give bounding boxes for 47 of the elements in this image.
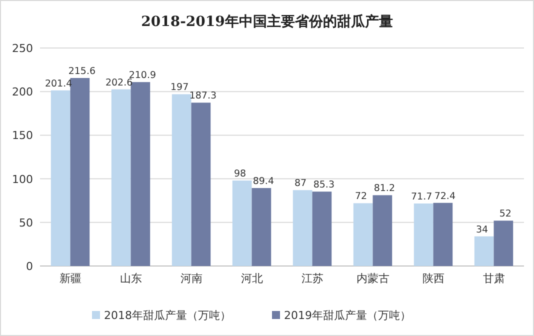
bar [353,203,373,266]
y-tick-label: 100 [12,172,33,186]
x-tick-label: 河南 [180,272,202,285]
x-tick-label: 江苏 [301,272,324,285]
data-label: 187.3 [189,90,217,102]
data-label: 71.7 [410,191,432,202]
x-tick-label: 内蒙古 [356,272,390,285]
bar [474,236,494,266]
data-label: 72.4 [434,190,456,202]
data-label: 89.4 [252,176,274,188]
y-tick-label: 50 [19,216,33,230]
bar [191,102,211,266]
data-label: 202.6 [105,77,133,88]
bar [130,82,150,266]
x-tick-label: 陕西 [422,272,444,285]
x-tick-label: 新疆 [59,272,82,285]
legend-label: 2019年甜瓜产量（万吨） [284,309,411,322]
data-label: 197 [170,82,189,94]
bar [172,94,192,266]
data-label: 85.3 [313,180,335,191]
y-tick-label: 200 [12,86,33,99]
data-label: 98 [234,168,246,180]
data-label: 87 [294,178,307,190]
bar [70,78,90,266]
data-label: 52 [499,208,512,220]
x-tick-label: 河北 [240,272,263,285]
bar [494,220,514,266]
bar [252,188,272,266]
bar [414,203,434,266]
x-tick-label: 甘肃 [482,272,505,285]
bar [433,202,453,266]
bar [232,180,252,266]
bar [50,90,70,266]
chart-title: 2018-2019年中国主要省份的甜瓜产量 [141,13,393,30]
legend-label: 2018年甜瓜产量（万吨） [104,309,231,322]
bar [312,192,332,266]
y-tick-label: 250 [12,42,33,55]
bar [111,89,131,266]
y-tick-label: 0 [26,260,33,273]
bar [292,190,312,266]
data-label: 72 [355,191,368,202]
data-label: 81.2 [374,183,396,194]
data-label: 34 [476,224,488,236]
data-label: 215.6 [68,66,96,77]
x-tick-label: 山东 [120,272,142,285]
bar [372,195,392,266]
y-tick-label: 150 [12,129,33,142]
